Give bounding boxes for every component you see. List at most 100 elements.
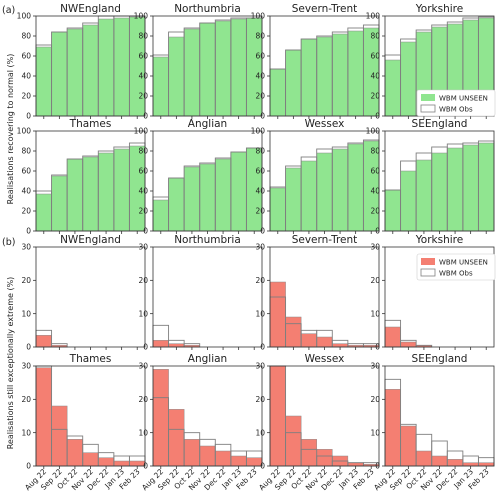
ytick-label: 40 xyxy=(21,72,31,81)
bar-unseen xyxy=(384,189,401,232)
ytick-label: 30 xyxy=(370,243,380,252)
ytick-label: 80 xyxy=(255,147,265,156)
bar-unseen xyxy=(66,439,83,467)
bar-unseen xyxy=(384,389,401,467)
bar-unseen xyxy=(316,36,333,117)
ytick-label: 100 xyxy=(251,12,266,21)
bar-unseen xyxy=(152,340,169,348)
ytick-label: 30 xyxy=(255,362,265,371)
ytick-label: 20 xyxy=(370,207,380,216)
panel-seengland-recovery: SEEngland 0 20 40 60 80 100 xyxy=(366,118,495,236)
ytick-label: 100 xyxy=(17,12,32,21)
ytick-label: 100 xyxy=(251,127,266,136)
ytick-label: 0 xyxy=(26,462,31,471)
legend-bottom-obs-label: WBM Obs xyxy=(439,270,473,278)
ytick-label: 60 xyxy=(138,167,148,176)
bar-unseen xyxy=(183,28,200,117)
bar-unseen xyxy=(447,459,464,467)
bar-unseen xyxy=(332,148,349,232)
legend-top-box xyxy=(416,89,496,117)
ytick-label: 0 xyxy=(375,462,380,471)
panel-label-b: (b) xyxy=(2,237,15,248)
panel-title: NWEngland xyxy=(60,3,121,15)
bar-unseen xyxy=(230,455,247,467)
ytick-label: 60 xyxy=(255,52,265,61)
ytick-label: 0 xyxy=(260,343,265,352)
bar-unseen xyxy=(300,333,317,348)
ytick-label: 20 xyxy=(255,92,265,101)
ylabel-recovering: Realisations recovering to normal (%) xyxy=(6,54,15,205)
bar-unseen xyxy=(82,452,99,467)
ytick-label: 80 xyxy=(370,147,380,156)
bar-unseen xyxy=(316,152,333,232)
panel-northumbria-extreme: Northumbria 0 10 20 30 xyxy=(138,234,263,352)
ytick-label: 40 xyxy=(138,187,148,196)
bar-unseen xyxy=(199,22,216,117)
ytick-label: 80 xyxy=(370,32,380,41)
ytick-label: 20 xyxy=(21,207,31,216)
ylabel-extreme: Realisations still exceptionally extreme… xyxy=(6,277,15,450)
bar-unseen xyxy=(215,158,232,232)
legend-bottom-unseen-swatch xyxy=(421,258,435,265)
ytick-label: 10 xyxy=(255,428,265,437)
ytick-label: 20 xyxy=(255,395,265,404)
panel-title: Wessex xyxy=(305,118,345,130)
legend-top: WBM UNSEEN WBM Obs xyxy=(416,89,496,117)
bar-unseen xyxy=(168,177,185,232)
ytick-label: 0 xyxy=(143,343,148,352)
bar-unseen xyxy=(113,17,130,117)
panel-wessex-recovery: Wessex 0 20 40 60 80 100 xyxy=(251,118,380,236)
ytick-label: 0 xyxy=(260,462,265,471)
bar-unseen xyxy=(98,152,115,232)
bar-unseen xyxy=(285,316,302,348)
bar-unseen xyxy=(400,341,417,348)
ytick-label: 0 xyxy=(375,227,380,236)
bar-unseen xyxy=(168,343,185,348)
panel-northumbria-recovery: Northumbria 0 20 40 60 80 100 xyxy=(134,3,263,121)
bar-unseen xyxy=(400,41,417,117)
bar-unseen xyxy=(332,33,349,117)
ytick-label: 30 xyxy=(21,243,31,252)
panel-title: Yorkshire xyxy=(415,234,463,246)
panel-nwengland-extreme: NWEngland 0 10 20 30 xyxy=(21,234,146,352)
ytick-label: 80 xyxy=(255,32,265,41)
bar-unseen xyxy=(168,409,185,467)
panel-title: Severn-Trent xyxy=(292,234,358,246)
ytick-label: 60 xyxy=(21,52,31,61)
bar-unseen xyxy=(347,143,364,232)
bar-unseen xyxy=(285,49,302,117)
bar-unseen xyxy=(66,28,83,117)
ytick-label: 0 xyxy=(26,112,31,121)
bar-unseen xyxy=(168,36,185,117)
ytick-label: 20 xyxy=(370,92,380,101)
bar-unseen xyxy=(285,415,302,467)
bar-unseen xyxy=(113,460,130,467)
bar-unseen xyxy=(431,152,448,232)
bar-unseen xyxy=(51,31,68,117)
bar-unseen xyxy=(316,449,333,467)
bar-unseen xyxy=(113,148,130,232)
bar-unseen xyxy=(400,170,417,232)
panel-title: Yorkshire xyxy=(415,3,463,15)
ytick-label: 10 xyxy=(21,428,31,437)
ytick-label: 60 xyxy=(370,52,380,61)
bar-unseen xyxy=(431,455,448,467)
bar-unseen xyxy=(35,335,52,348)
bar-unseen xyxy=(51,175,68,232)
ytick-label: 0 xyxy=(143,227,148,236)
bar-unseen xyxy=(478,142,495,232)
legend-bottom: WBM UNSEEN WBM Obs xyxy=(416,253,496,281)
ytick-label: 20 xyxy=(21,276,31,285)
axes-frame xyxy=(35,246,146,348)
ytick-label: 20 xyxy=(138,395,148,404)
ytick-label: 20 xyxy=(370,395,380,404)
ytick-label: 30 xyxy=(255,243,265,252)
bar-unseen xyxy=(478,462,495,467)
bar-unseen xyxy=(269,68,286,117)
ytick-label: 0 xyxy=(26,227,31,236)
panel-severn-trent-recovery: Severn-Trent 0 20 40 60 80 100 xyxy=(251,3,380,121)
ytick-label: 0 xyxy=(260,112,265,121)
